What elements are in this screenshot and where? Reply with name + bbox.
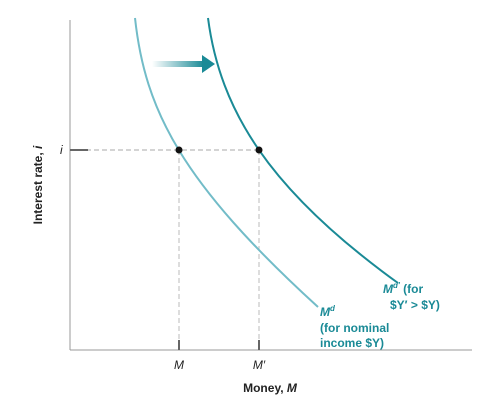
y-axis-label: Interest rate, i	[31, 145, 45, 224]
equilibrium-point	[175, 146, 183, 154]
y-axis-label-variable: i	[31, 145, 45, 149]
equilibrium-point	[255, 146, 263, 154]
x-axis-label-variable: M	[287, 381, 298, 395]
shift-arrow	[152, 61, 204, 67]
curve-note: (for	[400, 282, 424, 296]
curve-note: $Y′ > $Y)	[390, 298, 440, 312]
curve-symbol: M	[383, 282, 394, 296]
shift-arrow-head	[202, 55, 215, 73]
curve-symbol: M	[320, 305, 331, 319]
curve-note: income $Y)	[320, 336, 384, 350]
curve-superscript: d	[330, 304, 336, 313]
x-tick-label: M	[174, 358, 184, 372]
x-axis-label-text: Money,	[243, 381, 287, 395]
curve-superscript: d′	[393, 281, 401, 290]
curve-label: Md′ (for	[383, 281, 423, 296]
curve-note: (for nominal	[320, 321, 389, 335]
x-axis-label: Money, M	[243, 381, 298, 395]
x-tick-label: M′	[253, 358, 266, 372]
y-tick-label: i	[60, 143, 63, 157]
curve-label: Md	[320, 304, 336, 319]
shifted-demand-curve	[207, 17, 399, 284]
y-axis-label-text: Interest rate,	[31, 149, 45, 224]
